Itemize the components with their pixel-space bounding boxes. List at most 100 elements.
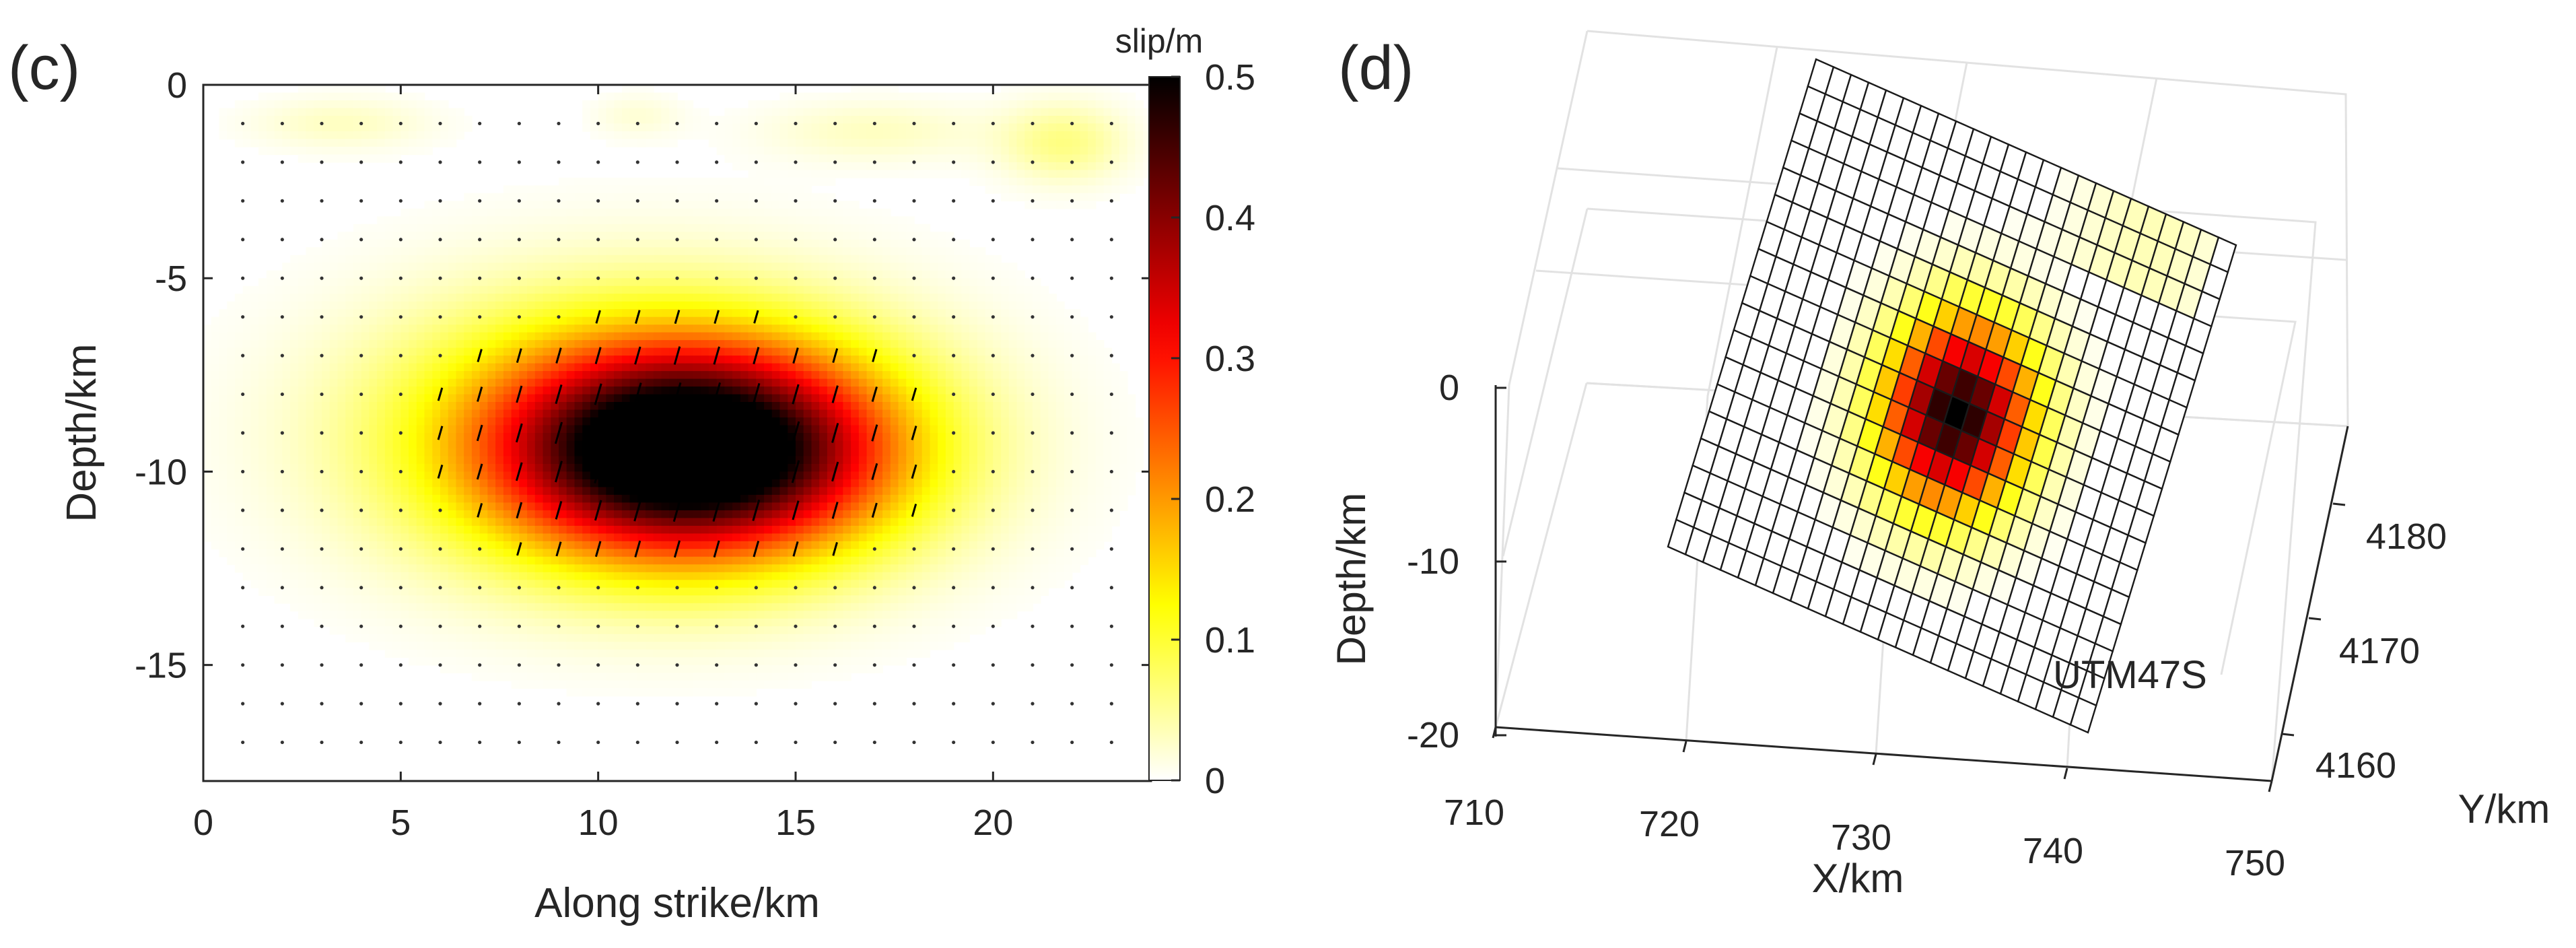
- heatmap-cell: [796, 595, 804, 604]
- heatmap-cell: [598, 487, 607, 496]
- heatmap-cell: [219, 409, 228, 418]
- heatmap-cell: [440, 525, 449, 535]
- heatmap-cell: [384, 572, 394, 581]
- heatmap-cell: [353, 131, 362, 140]
- heatmap-cell: [685, 494, 694, 504]
- heatmap-cell: [748, 378, 757, 387]
- heatmap-cell: [471, 564, 481, 573]
- heatmap-cell: [788, 518, 796, 527]
- heatmap-cell: [740, 116, 749, 125]
- heatmap-cell: [409, 440, 417, 449]
- heatmap-cell: [432, 116, 441, 125]
- heatmap-cell: [771, 603, 781, 612]
- heatmap-cell: [409, 309, 417, 318]
- heatmap-cell: [677, 433, 686, 442]
- heatmap-cell: [282, 494, 291, 504]
- heatmap-cell: [685, 510, 694, 519]
- heatmap-cell: [716, 642, 726, 650]
- heatmap-cell: [274, 363, 283, 372]
- heatmap-cell: [669, 294, 678, 302]
- heatmap-cell: [329, 100, 339, 109]
- heatmap-cell: [258, 518, 267, 527]
- heatmap-cell: [621, 247, 631, 256]
- heatmap-cell: [456, 224, 464, 233]
- heatmap-cell: [803, 340, 812, 349]
- heatmap-cell: [748, 162, 757, 171]
- heatmap-cell: [487, 294, 496, 302]
- heatmap-cell: [606, 533, 615, 542]
- heatmap-cell: [653, 263, 662, 271]
- heatmap-cell: [503, 564, 512, 573]
- heatmap-cell: [322, 618, 330, 627]
- heatmap-cell: [227, 502, 236, 511]
- heatmap-cell: [384, 587, 394, 597]
- heatmap-cell: [661, 456, 670, 465]
- heatmap-cell: [416, 618, 425, 627]
- heatmap-cell: [495, 216, 504, 225]
- heatmap-cell: [511, 325, 520, 333]
- heatmap-cell: [629, 556, 639, 566]
- heatmap-cell: [582, 108, 591, 116]
- heatmap-cell: [464, 649, 473, 658]
- heatmap-cell: [748, 332, 757, 341]
- heatmap-cell: [314, 154, 322, 163]
- heatmap-cell: [661, 394, 670, 403]
- heatmap-cell: [329, 325, 339, 333]
- heatmap-cell: [456, 502, 464, 511]
- heatmap-cell: [724, 618, 733, 627]
- heatmap-cell: [519, 556, 528, 566]
- heatmap-cell: [748, 649, 757, 658]
- heatmap-cell: [661, 232, 670, 240]
- heatmap-cell: [219, 518, 228, 527]
- heatmap-cell: [392, 123, 402, 132]
- heatmap-cell: [559, 263, 567, 271]
- heatmap-cell: [621, 255, 631, 264]
- heatmap-cell: [582, 123, 591, 132]
- heatmap-cell: [353, 247, 362, 256]
- heatmap-cell: [314, 502, 322, 511]
- heatmap-cell: [559, 278, 567, 287]
- heatmap-cell: [574, 587, 583, 597]
- heatmap-cell: [290, 494, 299, 504]
- heatmap-cell: [559, 270, 567, 279]
- heatmap-cell: [211, 356, 220, 364]
- heatmap-cell: [448, 239, 457, 248]
- heatmap-cell: [424, 541, 433, 550]
- heatmap-cell: [322, 325, 330, 333]
- heatmap-cell: [519, 587, 528, 597]
- heatmap-cell: [708, 208, 718, 217]
- heatmap-cell: [661, 688, 670, 697]
- heatmap-cell: [416, 649, 425, 658]
- heatmap-cell: [732, 425, 741, 434]
- heatmap-cell: [282, 525, 291, 535]
- heatmap-cell: [748, 146, 757, 156]
- heatmap-cell: [646, 270, 654, 279]
- heatmap-cell: [708, 201, 718, 209]
- heatmap-cell: [337, 572, 346, 581]
- heatmap-cell: [361, 510, 370, 519]
- heatmap-cell: [471, 278, 481, 287]
- heatmap-cell: [771, 440, 781, 449]
- heatmap-cell: [629, 409, 639, 418]
- heatmap-cell: [211, 494, 220, 504]
- heatmap-cell: [353, 371, 362, 380]
- heatmap-cell: [653, 417, 662, 426]
- heatmap-cell: [732, 595, 741, 604]
- heatmap-cell: [677, 232, 686, 240]
- heatmap-cell: [559, 479, 567, 488]
- heatmap-cell: [693, 316, 701, 325]
- heatmap-cell: [621, 402, 631, 411]
- heatmap-cell: [487, 325, 496, 333]
- heatmap-cell: [345, 618, 354, 627]
- heatmap-cell: [392, 131, 402, 140]
- heatmap-cell: [724, 294, 733, 302]
- heatmap-cell: [274, 433, 283, 442]
- heatmap-cell: [519, 363, 528, 372]
- heatmap-cell: [448, 572, 457, 581]
- heatmap-cell: [614, 394, 623, 403]
- heatmap-cell: [590, 386, 599, 395]
- heatmap-cell: [345, 494, 354, 504]
- heatmap-cell: [322, 518, 330, 527]
- heatmap-cell: [629, 494, 639, 504]
- heatmap-cell: [440, 263, 449, 271]
